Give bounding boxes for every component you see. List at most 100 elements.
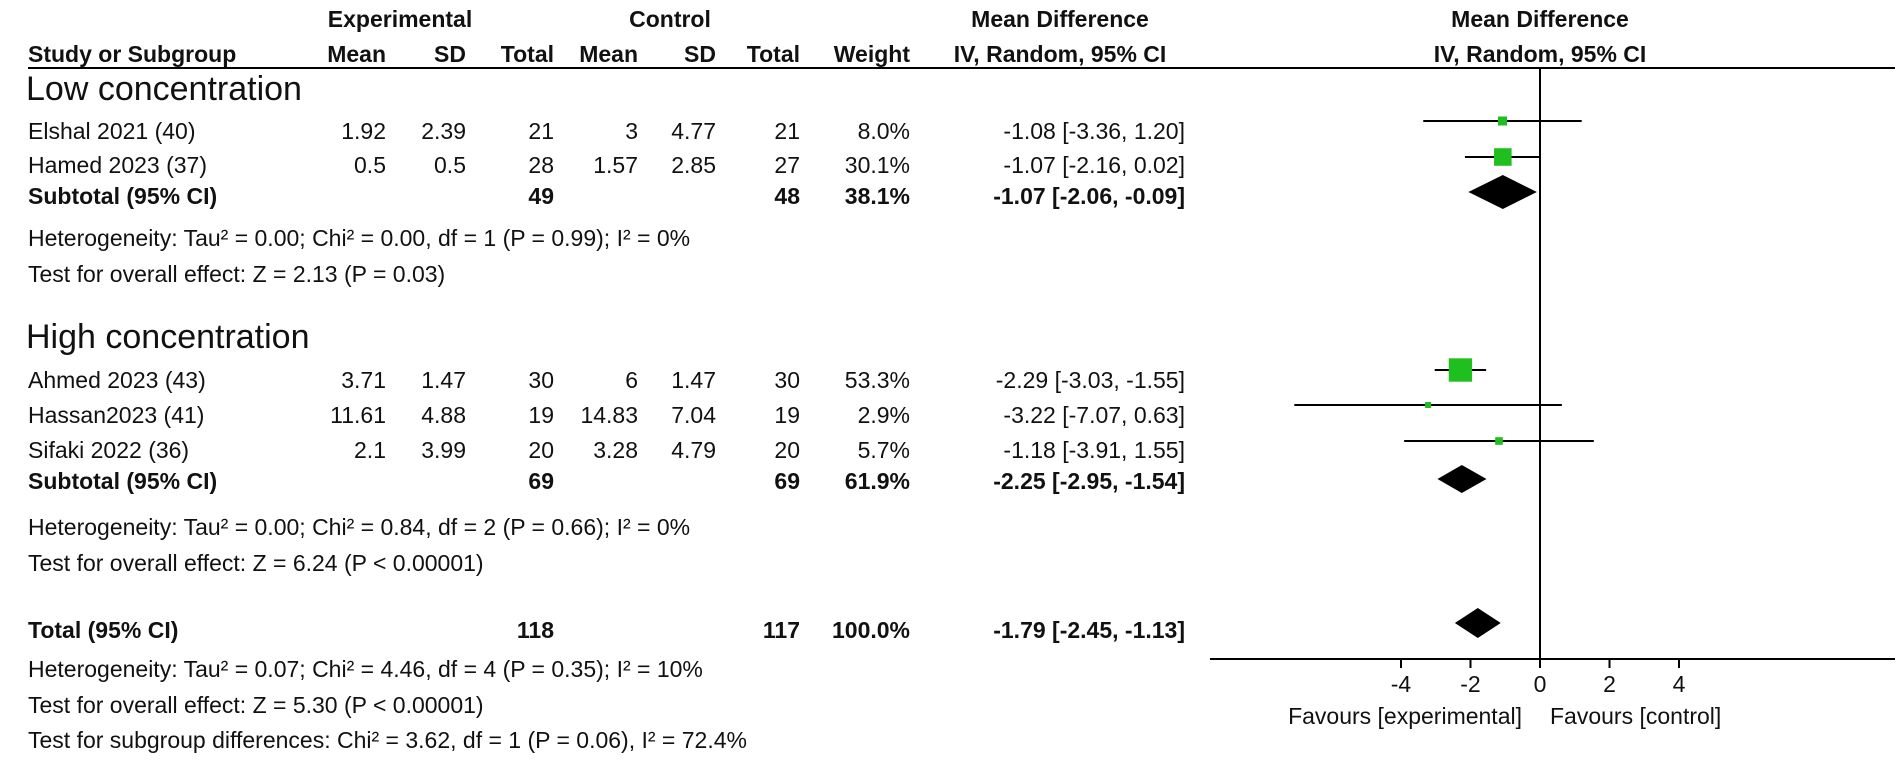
subtotal-weight: 38.1% (844, 183, 910, 209)
exp-mean: 11.61 (330, 402, 386, 428)
heterogeneity-text: Heterogeneity: Tau² = 0.00; Chi² = 0.84,… (28, 514, 691, 540)
ci: -2.29 [-3.03, -1.55] (995, 367, 1185, 393)
total-exp-total: 118 (516, 617, 554, 643)
subtotal-ctl-total: 48 (774, 183, 800, 209)
subtotal-exp-total: 49 (528, 183, 554, 209)
ctl-total: 30 (774, 367, 800, 393)
ctl-sd: 7.04 (671, 402, 716, 428)
header-exp-sd: SD (434, 41, 466, 67)
ci: -3.22 [-7.07, 0.63] (1003, 402, 1185, 428)
study-square (1425, 402, 1432, 408)
exp-mean: 1.92 (341, 118, 386, 144)
subtotal-ctl-total: 69 (774, 468, 800, 494)
x-tick-label: 0 (1534, 671, 1547, 697)
header-weight: Weight (833, 41, 910, 67)
ci: -1.18 [-3.91, 1.55] (1003, 437, 1185, 463)
subtotal-ci: -2.25 [-2.95, -1.54] (993, 468, 1185, 494)
exp-sd: 0.5 (434, 152, 466, 178)
total-overall-effect-text: Test for overall effect: Z = 5.30 (P < 0… (28, 692, 484, 718)
ctl-mean: 3.28 (593, 437, 638, 463)
total-ctl-total: 117 (762, 617, 800, 643)
header-ctl-sd: SD (684, 41, 716, 67)
ctl-sd: 4.79 (671, 437, 716, 463)
ctl-total: 19 (774, 402, 800, 428)
study-square (1497, 116, 1507, 126)
total-diamond (1454, 608, 1501, 638)
exp-total: 20 (528, 437, 554, 463)
header-ctl-total: Total (746, 41, 800, 67)
ctl-total: 27 (774, 152, 800, 178)
study-name: Ahmed 2023 (43) (28, 367, 206, 393)
study-name: Hassan2023 (41) (28, 402, 205, 428)
exp-mean: 3.71 (341, 367, 386, 393)
ci: -1.08 [-3.36, 1.20] (1003, 118, 1185, 144)
subtotal-weight: 61.9% (844, 468, 910, 494)
subtotal-diamond (1468, 175, 1537, 209)
total-label: Total (95% CI) (28, 617, 179, 643)
total-ci: -1.79 [-2.45, -1.13] (993, 617, 1185, 643)
heterogeneity-text: Heterogeneity: Tau² = 0.00; Chi² = 0.00,… (28, 225, 691, 251)
header-experimental: Experimental (327, 6, 473, 32)
subgroup-differences-text: Test for subgroup differences: Chi² = 3.… (28, 727, 747, 753)
x-tick-label: -2 (1460, 671, 1480, 697)
x-tick-label: 2 (1603, 671, 1616, 697)
study-name: Elshal 2021 (40) (28, 118, 196, 144)
ctl-mean: 3 (625, 118, 638, 144)
study-square (1448, 358, 1473, 382)
header-exp-mean: Mean (327, 41, 386, 67)
overall-effect-text: Test for overall effect: Z = 2.13 (P = 0… (28, 261, 446, 287)
study-name: Hamed 2023 (37) (28, 152, 207, 178)
exp-mean: 0.5 (354, 152, 386, 178)
weight: 2.9% (857, 402, 910, 428)
weight: 30.1% (844, 152, 910, 178)
header-ci: IV, Random, 95% CI (953, 41, 1167, 67)
ctl-sd: 2.85 (671, 152, 716, 178)
plot-header-mean-difference: Mean Difference (1451, 6, 1629, 32)
subtotal-label: Subtotal (95% CI) (28, 468, 218, 494)
header-control: Control (629, 6, 711, 32)
total-weight: 100.0% (831, 617, 910, 643)
group-title-high: High concentration (26, 318, 310, 356)
group-title-low: Low concentration (26, 70, 302, 108)
overall-effect-text: Test for overall effect: Z = 6.24 (P < 0… (28, 550, 484, 576)
weight: 53.3% (844, 367, 910, 393)
subtotal-label: Subtotal (95% CI) (28, 183, 218, 209)
exp-total: 19 (528, 402, 554, 428)
ci: -1.07 [-2.16, 0.02] (1003, 152, 1185, 178)
favours-control-label: Favours [control] (1550, 703, 1722, 729)
total-heterogeneity-text: Heterogeneity: Tau² = 0.07; Chi² = 4.46,… (28, 656, 703, 682)
weight: 5.7% (857, 437, 910, 463)
study-square (1495, 437, 1503, 445)
exp-sd: 4.88 (421, 402, 466, 428)
header-mean-difference: Mean Difference (971, 6, 1149, 32)
plot-header-ci: IV, Random, 95% CI (1433, 41, 1647, 67)
ctl-sd: 4.77 (671, 118, 716, 144)
exp-total: 28 (528, 152, 554, 178)
subtotal-ci: -1.07 [-2.06, -0.09] (993, 183, 1185, 209)
header-study: Study or Subgroup (28, 41, 237, 67)
x-tick-label: 4 (1673, 671, 1686, 697)
weight: 8.0% (857, 118, 910, 144)
ctl-mean: 1.57 (593, 152, 638, 178)
header-ctl-mean: Mean (579, 41, 638, 67)
exp-sd: 1.47 (421, 367, 466, 393)
exp-sd: 3.99 (421, 437, 466, 463)
favours-experimental-label: Favours [experimental] (1288, 703, 1522, 729)
ctl-mean: 6 (625, 367, 638, 393)
subtotal-diamond (1437, 465, 1487, 493)
ctl-total: 21 (774, 118, 800, 144)
x-tick-label: -4 (1391, 671, 1412, 697)
ctl-mean: 14.83 (580, 402, 638, 428)
ctl-total: 20 (774, 437, 800, 463)
exp-sd: 2.39 (421, 118, 466, 144)
subtotal-exp-total: 69 (528, 468, 554, 494)
ctl-sd: 1.47 (671, 367, 716, 393)
exp-mean: 2.1 (354, 437, 386, 463)
exp-total: 30 (528, 367, 554, 393)
exp-total: 21 (528, 118, 554, 144)
header-exp-total: Total (500, 41, 554, 67)
study-square (1494, 148, 1512, 166)
study-name: Sifaki 2022 (36) (28, 437, 190, 463)
